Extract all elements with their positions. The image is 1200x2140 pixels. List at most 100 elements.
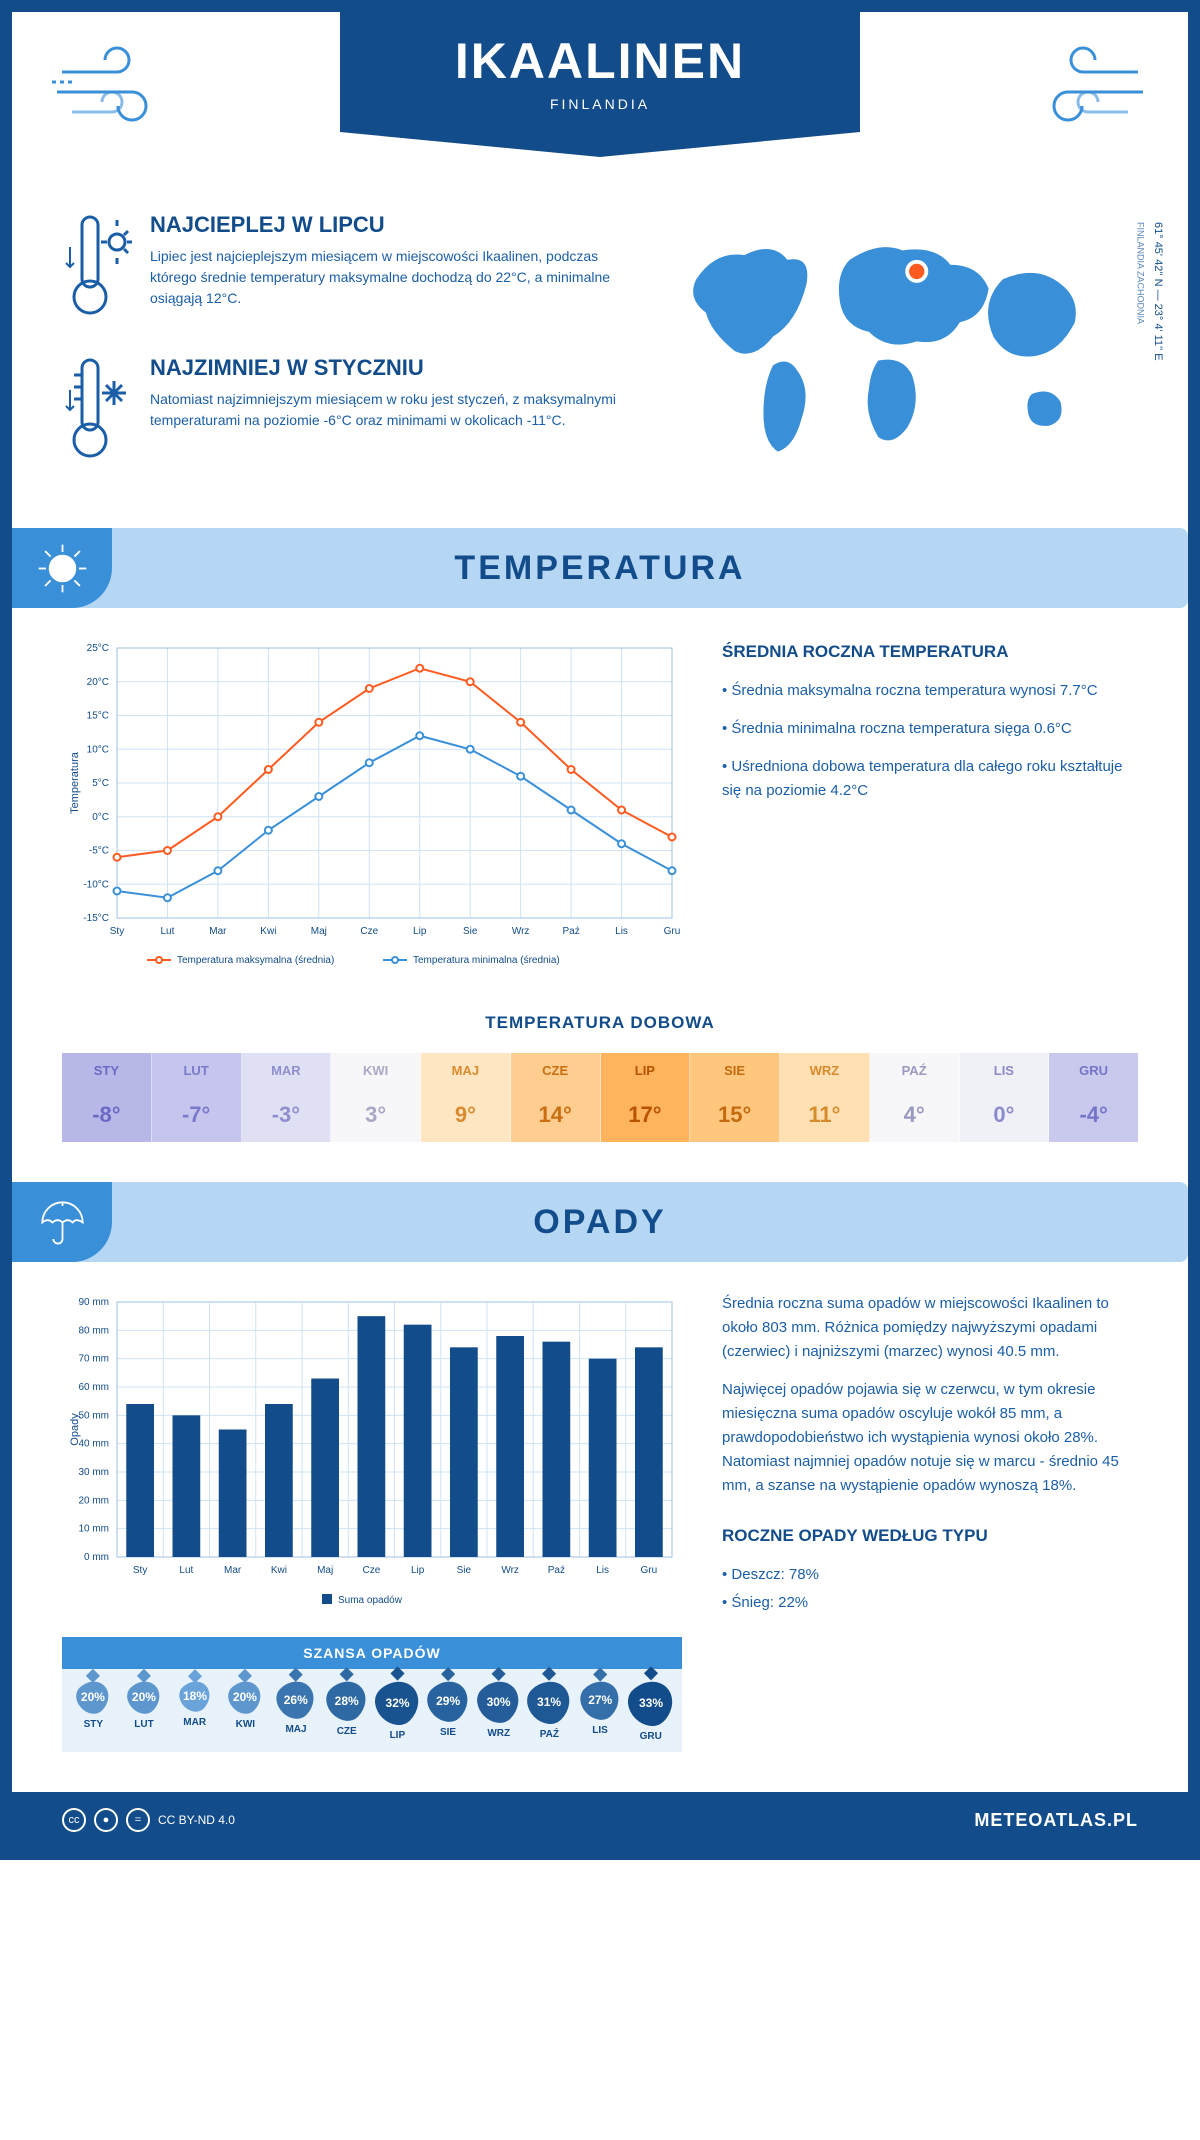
temp-cell: CZE14° (511, 1053, 601, 1142)
svg-text:Cze: Cze (360, 926, 378, 937)
temp-cell: WRZ11° (780, 1053, 870, 1142)
temp-cell: LIP17° (601, 1053, 691, 1142)
svg-text:70 mm: 70 mm (78, 1354, 109, 1365)
svg-text:Lip: Lip (413, 926, 427, 937)
svg-text:Sty: Sty (133, 1565, 147, 1576)
precip-stats: Średnia roczna suma opadów w miejscowośc… (722, 1292, 1138, 1752)
header: IKAALINEN FINLANDIA (12, 12, 1188, 182)
svg-text:Lis: Lis (615, 926, 628, 937)
warmest-text: Lipiec jest najcieplejszym miesiącem w m… (150, 246, 628, 309)
svg-text:Sie: Sie (463, 926, 478, 937)
temp-cell: SIE15° (690, 1053, 780, 1142)
temp-cell: STY-8° (62, 1053, 152, 1142)
coordinates: 61° 45' 42'' N — 23° 4' 11'' E FINLANDIA… (1131, 222, 1166, 361)
thermometer-hot-icon (62, 212, 132, 327)
chance-drop: 28%CZE (321, 1681, 372, 1742)
precip-para: Najwięcej opadów pojawia się w czerwcu, … (722, 1378, 1138, 1498)
temperature-stats: ŚREDNIA ROCZNA TEMPERATURA • Średnia mak… (722, 638, 1138, 983)
precip-para: Średnia roczna suma opadów w miejscowośc… (722, 1292, 1138, 1364)
temp-cell: PAŹ4° (870, 1053, 960, 1142)
cc-icon: cc (62, 1808, 86, 1832)
precip-heading: OPADY (533, 1203, 666, 1242)
coldest-text: Natomiast najzimniejszym miesiącem w rok… (150, 389, 628, 431)
temp-cell: GRU-4° (1049, 1053, 1138, 1142)
svg-text:0 mm: 0 mm (84, 1552, 109, 1563)
svg-text:30 mm: 30 mm (78, 1467, 109, 1478)
svg-text:Lut: Lut (179, 1565, 193, 1576)
thermometer-cold-icon (62, 355, 132, 470)
svg-text:Mar: Mar (209, 926, 227, 937)
svg-text:Temperatura: Temperatura (69, 751, 81, 814)
by-icon: ● (94, 1808, 118, 1832)
world-map-icon (658, 212, 1118, 461)
temperature-line-chart: -15°C-10°C-5°C0°C5°C10°C15°C20°C25°CStyL… (62, 638, 682, 978)
content: NAJCIEPLEJ W LIPCU Lipiec jest najcieple… (12, 182, 1188, 1792)
nd-icon: = (126, 1808, 150, 1832)
city-title: IKAALINEN (340, 32, 860, 90)
svg-text:Gru: Gru (641, 1565, 658, 1576)
svg-text:Kwi: Kwi (260, 926, 276, 937)
chance-drop: 33%GRU (625, 1681, 676, 1742)
precip-bar-chart: 0 mm10 mm20 mm30 mm40 mm50 mm60 mm70 mm8… (62, 1292, 682, 1612)
chance-title: SZANSA OPADÓW (62, 1637, 682, 1669)
svg-text:Lut: Lut (161, 926, 175, 937)
svg-text:-15°C: -15°C (83, 913, 109, 924)
temperature-section-head: TEMPERATURA (12, 528, 1188, 608)
svg-text:0°C: 0°C (92, 812, 109, 823)
sun-badge-icon (12, 528, 112, 608)
svg-text:15°C: 15°C (87, 711, 109, 722)
temperature-chart: -15°C-10°C-5°C0°C5°C10°C15°C20°C25°CStyL… (62, 638, 682, 983)
region-label: FINLANDIA ZACHODNIA (1135, 222, 1145, 324)
svg-text:20°C: 20°C (87, 677, 109, 688)
chance-box: SZANSA OPADÓW 20%STY20%LUT18%MAR20%KWI26… (62, 1637, 682, 1752)
temp-cell: MAR-3° (242, 1053, 332, 1142)
coldest-title: NAJZIMNIEJ W STYCZNIU (150, 355, 628, 381)
svg-text:Cze: Cze (362, 1565, 380, 1576)
license-block: cc ● = CC BY-ND 4.0 (62, 1808, 235, 1832)
svg-text:Wrz: Wrz (512, 926, 530, 937)
svg-text:Mar: Mar (224, 1565, 242, 1576)
temperature-heading: TEMPERATURA (454, 549, 745, 588)
svg-text:Opady: Opady (69, 1413, 81, 1446)
warmest-title: NAJCIEPLEJ W LIPCU (150, 212, 628, 238)
facts-column: NAJCIEPLEJ W LIPCU Lipiec jest najcieple… (62, 212, 628, 498)
svg-text:20 mm: 20 mm (78, 1495, 109, 1506)
svg-text:5°C: 5°C (92, 778, 109, 789)
svg-text:Maj: Maj (317, 1565, 333, 1576)
footer: cc ● = CC BY-ND 4.0 METEOATLAS.PL (12, 1792, 1188, 1848)
svg-text:Lis: Lis (596, 1565, 609, 1576)
page: IKAALINEN FINLANDIA (0, 0, 1200, 1860)
coldest-fact: NAJZIMNIEJ W STYCZNIU Natomiast najzimni… (62, 355, 628, 470)
svg-text:Suma opadów: Suma opadów (338, 1595, 403, 1606)
title-banner: IKAALINEN FINLANDIA (340, 12, 860, 132)
precip-type-title: ROCZNE OPADY WEDŁUG TYPU (722, 1522, 1138, 1549)
temp-cell: MAJ9° (421, 1053, 511, 1142)
temperature-body: -15°C-10°C-5°C0°C5°C10°C15°C20°C25°CStyL… (62, 638, 1138, 983)
svg-text:50 mm: 50 mm (78, 1410, 109, 1421)
svg-text:80 mm: 80 mm (78, 1325, 109, 1336)
svg-text:10°C: 10°C (87, 744, 109, 755)
precip-type: • Śnieg: 22% (722, 1591, 1138, 1615)
precip-body: 0 mm10 mm20 mm30 mm40 mm50 mm60 mm70 mm8… (62, 1292, 1138, 1752)
chance-drop: 32%LIP (372, 1681, 423, 1742)
svg-text:Maj: Maj (311, 926, 327, 937)
stat-bullet: • Średnia maksymalna roczna temperatura … (722, 679, 1138, 703)
chance-drop: 30%WRZ (473, 1681, 524, 1742)
wind-icon-right (1018, 42, 1148, 137)
svg-text:Sty: Sty (110, 926, 124, 937)
country-subtitle: FINLANDIA (340, 96, 860, 112)
daily-temp-heading: TEMPERATURA DOBOWA (62, 1013, 1138, 1033)
precip-type: • Deszcz: 78% (722, 1563, 1138, 1587)
svg-text:Gru: Gru (664, 926, 681, 937)
svg-text:-10°C: -10°C (83, 879, 109, 890)
svg-text:25°C: 25°C (87, 643, 109, 654)
chance-drop: 20%STY (68, 1681, 119, 1742)
temp-cell: LIS0° (960, 1053, 1050, 1142)
svg-text:Kwi: Kwi (271, 1565, 287, 1576)
warmest-fact: NAJCIEPLEJ W LIPCU Lipiec jest najcieple… (62, 212, 628, 327)
map-column: 61° 45' 42'' N — 23° 4' 11'' E FINLANDIA… (658, 212, 1138, 498)
daily-temp-table: STY-8°LUT-7°MAR-3°KWI3°MAJ9°CZE14°LIP17°… (62, 1053, 1138, 1142)
stat-bullet: • Uśredniona dobowa temperatura dla całe… (722, 755, 1138, 803)
precip-chart-column: 0 mm10 mm20 mm30 mm40 mm50 mm60 mm70 mm8… (62, 1292, 682, 1752)
svg-text:Wrz: Wrz (501, 1565, 519, 1576)
